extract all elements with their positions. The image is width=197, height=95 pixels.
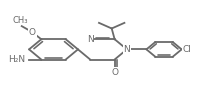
Text: CH₃: CH₃ bbox=[13, 16, 29, 25]
Text: H₂N: H₂N bbox=[8, 55, 26, 64]
Text: O: O bbox=[111, 68, 118, 77]
Text: O: O bbox=[29, 28, 36, 37]
Text: Cl: Cl bbox=[183, 45, 191, 54]
Text: N: N bbox=[124, 45, 130, 54]
Text: N: N bbox=[87, 35, 94, 44]
